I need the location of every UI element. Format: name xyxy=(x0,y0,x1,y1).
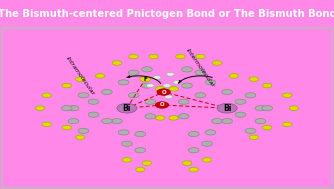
Circle shape xyxy=(75,135,85,139)
Circle shape xyxy=(145,114,156,119)
Circle shape xyxy=(135,132,146,137)
Text: F: F xyxy=(143,77,147,82)
Circle shape xyxy=(182,83,192,88)
Circle shape xyxy=(196,54,205,59)
Circle shape xyxy=(128,93,139,98)
Circle shape xyxy=(118,80,129,85)
Circle shape xyxy=(217,103,237,113)
Circle shape xyxy=(78,93,89,98)
Circle shape xyxy=(135,148,146,153)
Circle shape xyxy=(166,72,174,76)
Circle shape xyxy=(182,161,192,165)
Circle shape xyxy=(289,106,299,110)
Circle shape xyxy=(128,70,139,75)
Circle shape xyxy=(142,161,152,165)
Circle shape xyxy=(262,106,273,111)
Circle shape xyxy=(202,141,212,146)
Circle shape xyxy=(136,167,145,172)
Circle shape xyxy=(222,89,232,95)
Circle shape xyxy=(249,77,259,81)
Circle shape xyxy=(62,125,71,130)
Text: O: O xyxy=(161,90,166,94)
Text: Intermolecular: Intermolecular xyxy=(185,47,216,88)
Circle shape xyxy=(153,76,161,79)
Circle shape xyxy=(169,87,178,91)
Circle shape xyxy=(182,67,192,72)
Circle shape xyxy=(42,122,51,127)
Circle shape xyxy=(78,128,89,133)
Circle shape xyxy=(202,158,212,162)
Circle shape xyxy=(145,99,156,104)
Circle shape xyxy=(68,119,79,124)
Circle shape xyxy=(118,130,129,135)
Circle shape xyxy=(112,61,122,65)
Circle shape xyxy=(263,125,272,130)
Circle shape xyxy=(146,84,154,88)
Circle shape xyxy=(35,106,45,110)
Circle shape xyxy=(62,83,71,88)
Text: The Bismuth-centered Pnictogen Bond or The Bismuth Bond: The Bismuth-centered Pnictogen Bond or T… xyxy=(0,9,334,19)
Circle shape xyxy=(42,93,51,98)
Circle shape xyxy=(156,116,165,120)
Circle shape xyxy=(61,106,72,111)
Circle shape xyxy=(68,106,79,111)
Circle shape xyxy=(283,93,292,98)
Circle shape xyxy=(205,130,216,135)
Circle shape xyxy=(222,119,232,124)
Circle shape xyxy=(165,95,173,99)
Circle shape xyxy=(157,89,170,95)
Circle shape xyxy=(189,167,198,172)
Circle shape xyxy=(149,54,158,59)
Circle shape xyxy=(178,114,189,119)
Circle shape xyxy=(176,54,185,59)
Circle shape xyxy=(249,135,259,139)
Text: Intramolecular: Intramolecular xyxy=(65,56,96,96)
Circle shape xyxy=(140,77,151,82)
Circle shape xyxy=(88,112,99,117)
Circle shape xyxy=(245,128,256,133)
Circle shape xyxy=(255,119,266,124)
Circle shape xyxy=(212,119,222,124)
Circle shape xyxy=(122,158,132,162)
Circle shape xyxy=(205,80,216,85)
Circle shape xyxy=(122,141,132,146)
Text: O: O xyxy=(160,102,164,108)
Circle shape xyxy=(102,89,112,95)
Circle shape xyxy=(163,84,171,88)
Circle shape xyxy=(188,132,199,137)
Circle shape xyxy=(255,106,266,111)
Circle shape xyxy=(155,102,169,108)
Circle shape xyxy=(283,122,292,127)
Circle shape xyxy=(156,87,165,91)
Circle shape xyxy=(178,99,189,104)
Circle shape xyxy=(173,80,181,84)
Circle shape xyxy=(212,61,222,65)
Circle shape xyxy=(188,148,199,153)
Circle shape xyxy=(117,103,137,113)
Circle shape xyxy=(112,119,122,124)
Circle shape xyxy=(169,116,178,120)
Circle shape xyxy=(142,67,152,72)
Circle shape xyxy=(229,74,238,78)
Circle shape xyxy=(195,93,206,98)
Circle shape xyxy=(96,74,105,78)
Circle shape xyxy=(195,70,206,75)
Circle shape xyxy=(142,83,152,88)
Circle shape xyxy=(235,99,246,104)
Circle shape xyxy=(235,112,246,117)
Circle shape xyxy=(263,83,272,88)
Circle shape xyxy=(102,119,112,124)
Circle shape xyxy=(129,54,138,59)
Circle shape xyxy=(75,77,85,81)
Circle shape xyxy=(245,93,256,98)
Text: Bi: Bi xyxy=(123,104,131,113)
Circle shape xyxy=(88,99,99,104)
Text: Bi: Bi xyxy=(223,104,231,113)
